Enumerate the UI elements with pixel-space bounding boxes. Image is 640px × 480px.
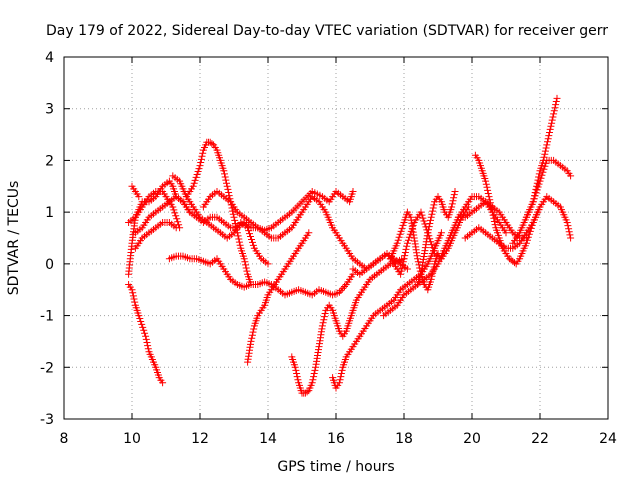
x-tick-label: 12 [191,431,209,447]
series-track-07 [169,172,272,268]
y-tick-label: 1 [45,205,54,221]
series-track-01 [125,281,167,387]
chart-title: Day 179 of 2022, Sidereal Day-to-day VTE… [46,23,608,39]
series-track-17 [414,188,459,288]
series-markers [509,94,561,247]
x-tick-label: 18 [395,431,413,447]
x-tick-label: 10 [123,431,141,447]
series-markers [131,219,180,252]
x-tick-label: 8 [60,431,69,447]
y-tick-label: -2 [40,360,54,376]
series-markers [244,229,313,366]
series-track-22 [522,156,575,221]
series-track-12 [288,255,408,397]
x-tick-label: 24 [599,431,617,447]
series-markers [182,138,255,288]
plot-frame [63,56,609,420]
x-tick-label: 14 [259,431,277,447]
series-markers [414,188,459,288]
series-track-03 [128,182,143,201]
series-track-15 [349,203,473,278]
series-markers [461,193,575,252]
series-markers [288,255,408,397]
y-axis-label: SDTVAR / TECUs [6,181,22,296]
series-track-21 [509,94,561,247]
series-track-08 [182,138,255,288]
series-markers [522,156,575,221]
series-markers [125,188,184,232]
series-markers [128,182,143,201]
series-layer [125,94,575,397]
series-track-06 [131,219,180,252]
y-tick-label: -3 [40,412,54,428]
series-markers [349,203,473,278]
y-tick-label: -1 [40,309,54,325]
series-track-20 [461,193,575,252]
y-tick-label: 0 [45,257,54,273]
x-axis-label: GPS time / hours [277,459,394,475]
x-tick-label: 20 [463,431,481,447]
y-tick-label: 3 [45,102,54,118]
series-track-11 [244,229,313,366]
y-tick-label: 2 [45,153,54,169]
series-markers [169,172,272,268]
y-tick-label: 4 [45,50,54,66]
x-tick-label: 22 [531,431,549,447]
x-tick-label: 16 [327,431,345,447]
series-markers [125,281,167,387]
